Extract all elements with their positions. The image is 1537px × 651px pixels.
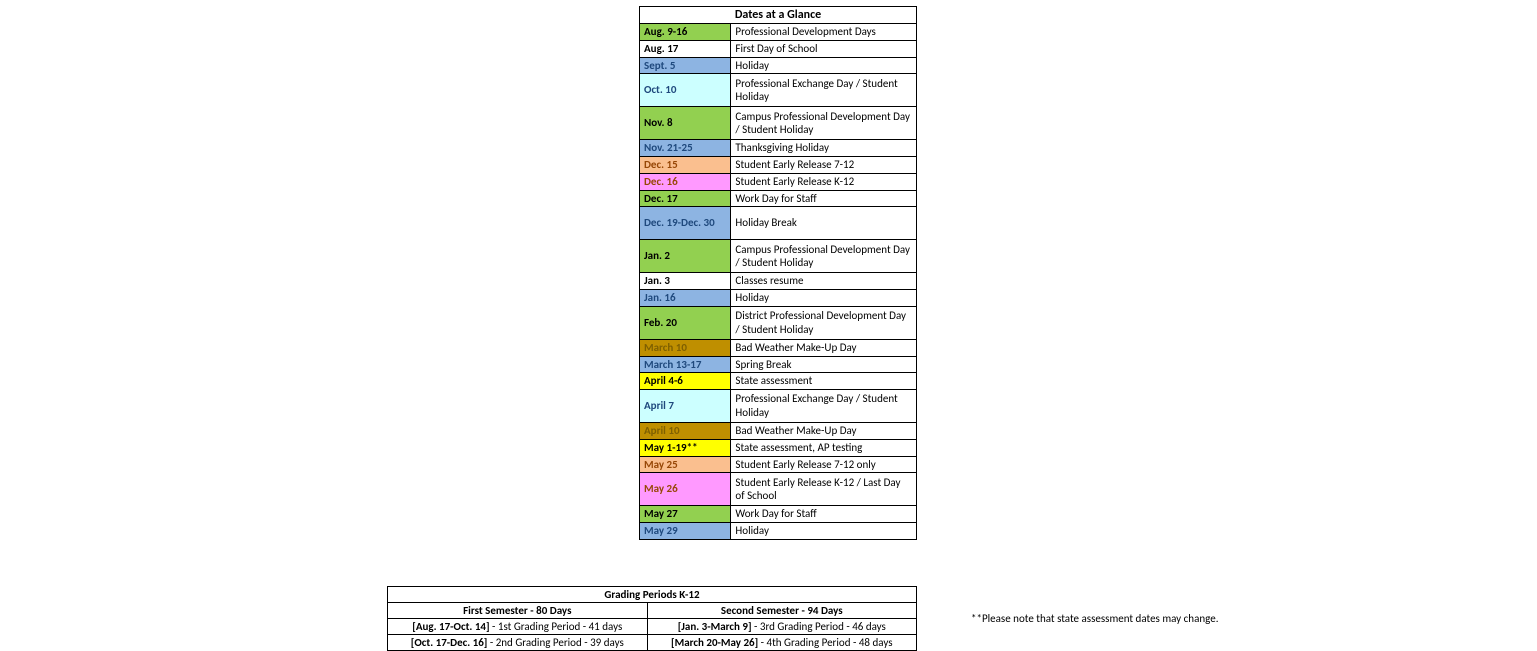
sem2-header: Second Semester - 94 Days (647, 603, 916, 619)
date-cell: May 1-19** (640, 439, 731, 456)
desc-cell: Holiday (731, 523, 917, 540)
date-cell: Dec. 19-Dec. 30 (640, 207, 731, 240)
desc-cell: Bad Weather Make-Up Day (731, 339, 917, 356)
date-cell: Aug. 9-16 (640, 24, 731, 41)
date-cell: Sept. 5 (640, 57, 731, 74)
date-cell: May 29 (640, 523, 731, 540)
desc-cell: Student Early Release 7-12 only (731, 456, 917, 473)
date-cell: May 26 (640, 473, 731, 506)
desc-cell: Bad Weather Make-Up Day (731, 423, 917, 440)
desc-cell: Professional Exchange Day / Student Holi… (731, 390, 917, 423)
desc-cell: State assessment, AP testing (731, 439, 917, 456)
dates-title: Dates at a Glance (640, 7, 917, 24)
desc-cell: District Professional Development Day / … (731, 306, 917, 339)
desc-cell: Student Early Release K-12 (731, 173, 917, 190)
date-cell: Jan. 2 (640, 240, 731, 273)
dates-at-a-glance-table: Dates at a Glance Aug. 9-16Professional … (639, 6, 917, 540)
desc-cell: State assessment (731, 373, 917, 390)
desc-cell: Campus Professional Development Day / St… (731, 107, 917, 140)
grading-title: Grading Periods K-12 (388, 587, 917, 603)
desc-cell: Student Early Release K-12 / Last Day of… (731, 473, 917, 506)
desc-cell: Holiday Break (731, 207, 917, 240)
desc-cell: Spring Break (731, 356, 917, 373)
grading-periods-table: Grading Periods K-12 First Semester - 80… (387, 586, 917, 651)
desc-cell: Student Early Release 7-12 (731, 157, 917, 174)
date-cell: Nov. 21-25 (640, 140, 731, 157)
date-cell: March 10 (640, 339, 731, 356)
desc-cell: Professional Exchange Day / Student Holi… (731, 74, 917, 107)
desc-cell: Classes resume (731, 273, 917, 290)
sem1-period1: [Aug. 17-Oct. 14] - 1st Grading Period -… (388, 619, 648, 635)
date-cell: Feb. 20 (640, 306, 731, 339)
date-cell: Dec. 15 (640, 157, 731, 174)
sem2-period2: [March 20-May 26] - 4th Grading Period -… (647, 635, 916, 651)
desc-cell: Professional Development Days (731, 24, 917, 41)
date-cell: March 13-17 (640, 356, 731, 373)
desc-cell: Work Day for Staff (731, 190, 917, 207)
date-cell: April 4-6 (640, 373, 731, 390)
sem2-period1: [Jan. 3-March 9] - 3rd Grading Period - … (647, 619, 916, 635)
desc-cell: Campus Professional Development Day / St… (731, 240, 917, 273)
desc-cell: First Day of School (731, 40, 917, 57)
date-cell: Dec. 16 (640, 173, 731, 190)
date-cell: April 7 (640, 390, 731, 423)
date-cell: Jan. 16 (640, 290, 731, 307)
assessment-note: **Please note that state assessment date… (971, 612, 1218, 625)
desc-cell: Holiday (731, 57, 917, 74)
sem1-header: First Semester - 80 Days (388, 603, 648, 619)
desc-cell: Holiday (731, 290, 917, 307)
desc-cell: Work Day for Staff (731, 506, 917, 523)
date-cell: April 10 (640, 423, 731, 440)
sem1-period2: [Oct. 17-Dec. 16] - 2nd Grading Period -… (388, 635, 648, 651)
date-cell: May 25 (640, 456, 731, 473)
date-cell: Dec. 17 (640, 190, 731, 207)
date-cell: Jan. 3 (640, 273, 731, 290)
desc-cell: Thanksgiving Holiday (731, 140, 917, 157)
date-cell: Aug. 17 (640, 40, 731, 57)
date-cell: Oct. 10 (640, 74, 731, 107)
date-cell: May 27 (640, 506, 731, 523)
date-cell: Nov. 8 (640, 107, 731, 140)
